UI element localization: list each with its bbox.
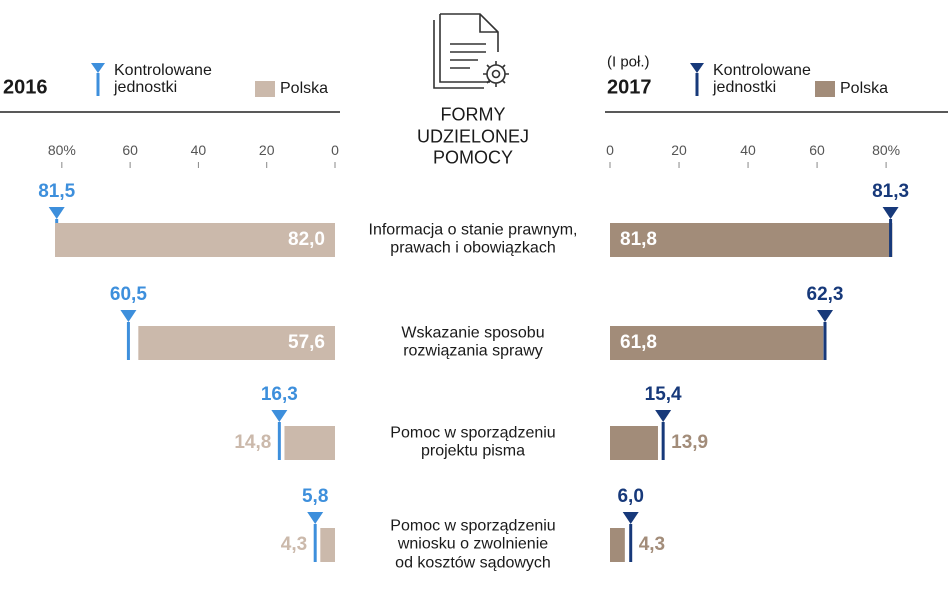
marker-triangle [882, 207, 899, 219]
x-tick-label: 40 [740, 141, 756, 158]
x-tick-label: 80% [872, 141, 901, 158]
value-label: 4,3 [638, 534, 666, 556]
x-tick-label: 60 [122, 141, 138, 158]
legend-label: Kontrolowane jednostki [114, 62, 212, 96]
bar [284, 426, 335, 460]
bar [138, 326, 335, 360]
marker-triangle [622, 512, 639, 524]
marker-triangle [120, 310, 137, 322]
value-label: 4,3 [280, 534, 308, 556]
x-tick-label: 0 [606, 141, 614, 158]
value-label: 57,6 [288, 332, 325, 354]
x-tick-label: 0 [331, 141, 339, 158]
marker-value-label: 81,5 [38, 181, 76, 203]
x-tick-label: 60 [809, 141, 825, 158]
value-label: 61,8 [620, 332, 657, 354]
period-note: (I poł.) [607, 53, 650, 71]
bar [55, 223, 335, 257]
legend-label: Polska [280, 79, 329, 97]
x-tick-label: 80% [47, 141, 76, 158]
marker-triangle [655, 410, 672, 422]
document-icon [433, 13, 509, 89]
marker-value-label: 6,0 [617, 486, 644, 508]
x-tick-label: 20 [671, 141, 687, 158]
legend-marker [690, 63, 704, 73]
category-label: Pomoc w sporządzeniu projektu pisma [390, 424, 556, 460]
year-label: 2016 [3, 76, 48, 99]
category-label: Informacja o stanie prawnym, prawach i o… [368, 221, 578, 257]
marker-triangle [271, 410, 288, 422]
marker-triangle [307, 512, 324, 524]
marker-value-label: 62,3 [806, 284, 844, 306]
bar [610, 528, 625, 562]
legend-swatch [815, 81, 835, 97]
x-tick-label: 40 [190, 141, 207, 158]
marker-triangle [817, 310, 834, 322]
center-title: FORMY UDZIELONEJ POMOCY [416, 104, 530, 168]
legend-label: Kontrolowane jednostki [713, 62, 811, 96]
bar [610, 223, 893, 257]
value-label: 14,8 [234, 432, 272, 454]
value-label: 13,9 [671, 432, 709, 454]
bar [610, 326, 824, 360]
value-label: 81,8 [620, 229, 657, 251]
marker-triangle [48, 207, 65, 219]
legend-marker [91, 63, 105, 73]
marker-value-label: 15,4 [644, 384, 682, 406]
legend-label: Polska [840, 79, 889, 97]
x-tick-label: 20 [258, 141, 275, 158]
bar [610, 426, 658, 460]
value-label: 82,0 [288, 229, 325, 251]
bar [320, 528, 335, 562]
marker-value-label: 5,8 [301, 486, 329, 508]
marker-value-label: 16,3 [260, 384, 298, 406]
legend-swatch [255, 81, 275, 97]
category-label: Pomoc w sporządzeniu wniosku o zwolnieni… [390, 517, 556, 572]
marker-value-label: 60,5 [109, 284, 147, 306]
marker-value-label: 81,3 [872, 181, 910, 203]
category-label: Wskazanie sposobu rozwiązania sprawy [401, 324, 545, 360]
year-label: 2017 [607, 76, 652, 99]
